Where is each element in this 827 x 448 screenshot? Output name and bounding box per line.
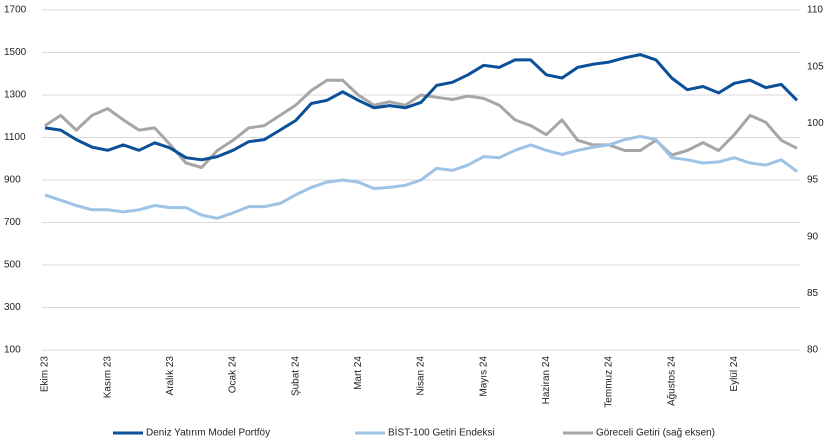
series-line (44, 78, 798, 169)
y-tick-label: 1100 (4, 132, 26, 143)
x-tick-label: Nisan 24 (416, 356, 427, 396)
series-line (44, 134, 798, 220)
x-tick-label: Eylül 24 (729, 356, 740, 392)
legend-label: Deniz Yatırım Model Portföy (146, 428, 270, 439)
x-tick-label: Ağustos 24 (666, 356, 677, 406)
legend-label: BİST-100 Getiri Endeksi (388, 426, 495, 439)
x-tick-label: Kasım 23 (102, 356, 113, 399)
x-tick-label: Ocak 24 (228, 356, 239, 394)
y-tick-label: 1500 (4, 47, 27, 58)
x-tick-label: Aralık 23 (165, 356, 176, 396)
y2-tick-label: 110 (807, 5, 823, 16)
legend-label: Göreceli Getiri (sağ eksen) (596, 428, 715, 439)
x-tick-label: Ekim 23 (40, 356, 51, 393)
y-tick-label: 500 (4, 260, 21, 271)
y-tick-label: 100 (4, 345, 21, 356)
y2-tick-label: 100 (807, 118, 824, 129)
x-tick-label: Şubat 24 (290, 356, 301, 396)
y2-tick-label: 90 (807, 231, 819, 242)
y-tick-label: 900 (4, 175, 21, 186)
x-tick-label: Mayıs 24 (478, 356, 489, 397)
y-tick-label: 300 (4, 302, 21, 313)
y-tick-label: 700 (4, 217, 21, 228)
y-tick-label: 1300 (4, 90, 27, 101)
y2-tick-label: 85 (807, 288, 819, 299)
y-tick-label: 1700 (4, 5, 27, 16)
y2-tick-label: 95 (807, 175, 819, 186)
x-tick-label: Temmuz 24 (604, 356, 615, 408)
x-tick-label: Haziran 24 (541, 356, 552, 405)
y2-tick-label: 105 (807, 61, 824, 72)
series-line (44, 53, 799, 162)
x-tick-label: Mart 24 (353, 356, 364, 390)
y2-tick-label: 80 (807, 345, 819, 356)
